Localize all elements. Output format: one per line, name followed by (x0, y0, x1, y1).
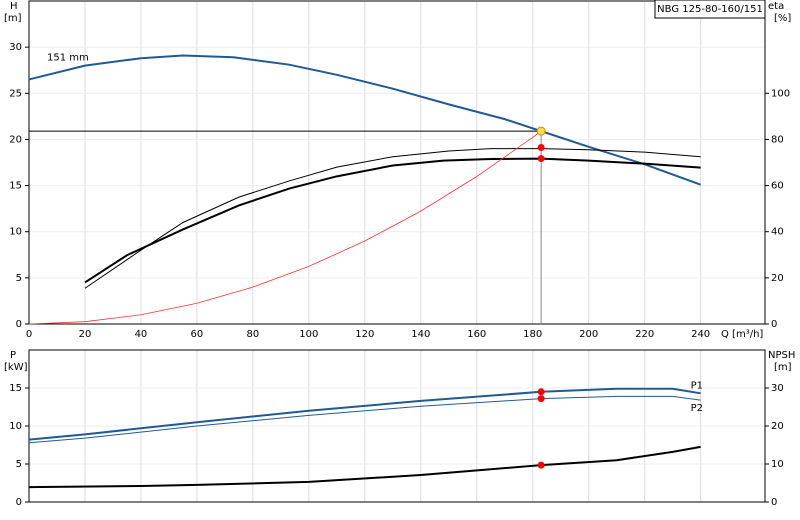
y-tick-label: 10 (9, 227, 22, 238)
y2-tick-label: 100 (771, 88, 790, 99)
curve (84, 148, 701, 289)
chart-title: NBG 125-80-160/151 (657, 4, 763, 15)
x-tick-label: 60 (191, 329, 204, 340)
x-tick-label: 240 (691, 329, 710, 340)
curve-label: P1 (691, 380, 703, 391)
x-tick-label: 140 (411, 329, 430, 340)
curve (28, 395, 701, 444)
y-tick-label: 10 (9, 421, 22, 432)
y2-tick-label: 80 (771, 134, 784, 145)
x-tick-label: 160 (467, 329, 486, 340)
y2-tick-label: 60 (771, 181, 784, 192)
y2-tick-label: 20 (771, 421, 784, 432)
curve (84, 157, 701, 284)
curve (28, 387, 701, 441)
x-tick-label: 40 (135, 329, 148, 340)
y-tick-label: 15 (9, 383, 22, 394)
x-tick-label: 180 (523, 329, 542, 340)
x-tick-label: 0 (26, 329, 32, 340)
y2-axis-label: NPSH (768, 350, 795, 361)
x-tick-label: 120 (355, 329, 374, 340)
y-axis-unit: [kW] (4, 362, 28, 373)
y-axis-unit: [m] (4, 13, 22, 24)
curve-label: P2 (691, 403, 703, 414)
y2-axis-unit: [m] (774, 362, 792, 373)
y-tick-label: 15 (9, 181, 22, 192)
x-tick-label: 20 (79, 329, 92, 340)
y-axis-label: H (10, 1, 18, 12)
x-tick-label: 80 (247, 329, 260, 340)
operating-point (537, 461, 545, 469)
operating-point (537, 144, 545, 152)
y-tick-label: 5 (16, 273, 22, 284)
x-axis-label: Q [m³/h] (721, 329, 763, 340)
x-tick-label: 220 (635, 329, 654, 340)
duty-point (536, 126, 546, 136)
curve (28, 130, 542, 325)
x-tick-label: 100 (299, 329, 318, 340)
y2-tick-label: 40 (771, 227, 784, 238)
y2-axis-label: eta (768, 1, 784, 12)
operating-point (537, 155, 545, 163)
curve-label: 151 mm (47, 52, 89, 63)
curve (28, 54, 701, 186)
operating-point (537, 395, 545, 403)
y-tick-label: 0 (16, 319, 22, 330)
y-tick-label: 0 (16, 497, 22, 508)
y2-axis-unit: [%] (774, 13, 791, 24)
y2-tick-label: 0 (771, 497, 777, 508)
y2-tick-label: 10 (771, 459, 784, 470)
y-axis-label: P (10, 350, 16, 361)
curve (28, 445, 701, 489)
y2-tick-label: 20 (771, 273, 784, 284)
plot-frame (28, 0, 766, 325)
y2-tick-label: 0 (771, 319, 777, 330)
y2-tick-label: 30 (771, 383, 784, 394)
title-box (654, 0, 766, 19)
x-tick-label: 200 (579, 329, 598, 340)
y-tick-label: 20 (9, 134, 22, 145)
y-tick-label: 5 (16, 459, 22, 470)
y-tick-label: 30 (9, 42, 22, 53)
y-tick-label: 25 (9, 88, 22, 99)
operating-point (537, 388, 545, 396)
